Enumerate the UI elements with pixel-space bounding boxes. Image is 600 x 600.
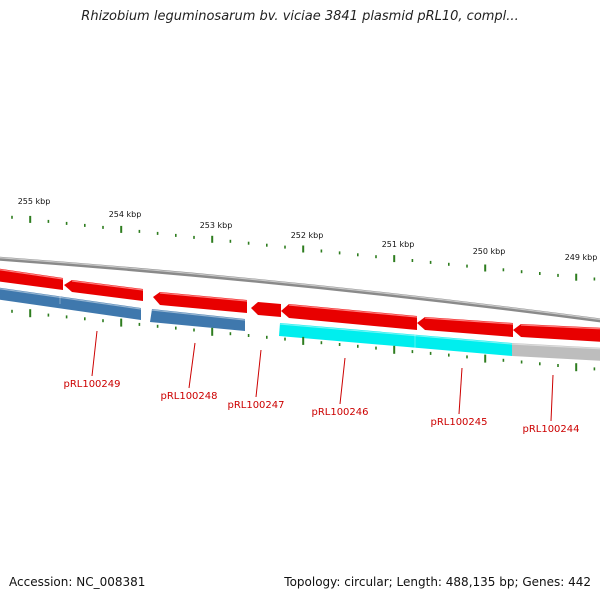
forward-gene-5[interactable] xyxy=(281,304,417,330)
gene-label[interactable]: pRL100246 xyxy=(311,407,368,418)
reverse-gene-2[interactable] xyxy=(150,309,245,331)
inner-tick-marks xyxy=(11,309,596,372)
gene-label[interactable]: pRL100245 xyxy=(430,417,487,428)
scale-tick-marks xyxy=(11,215,596,281)
backbone-ring xyxy=(0,256,600,323)
reverse-gene-track xyxy=(0,287,600,361)
scale-label: 251 kbp xyxy=(382,240,415,249)
scale-label: 255 kbp xyxy=(18,197,51,206)
scale-label: 250 kbp xyxy=(473,247,506,256)
reverse-gene-1[interactable] xyxy=(0,287,141,320)
scale-labels: 255 kbp 254 kbp 253 kbp 252 kbp 251 kbp … xyxy=(18,197,598,262)
gene-label[interactable]: pRL100249 xyxy=(63,379,120,390)
scale-label: 252 kbp xyxy=(291,231,324,240)
gene-label[interactable]: pRL100248 xyxy=(160,391,217,402)
forward-gene-3[interactable] xyxy=(153,292,247,313)
reverse-gene-3[interactable] xyxy=(279,323,512,356)
gene-label[interactable]: pRL100247 xyxy=(227,400,284,411)
genome-stats-text: Topology: circular; Length: 488,135 bp; … xyxy=(284,575,591,589)
forward-gene-6[interactable] xyxy=(417,317,513,337)
accession-text: Accession: NC_008381 xyxy=(9,575,146,589)
scale-label: 249 kbp xyxy=(565,253,598,262)
gene-label[interactable]: pRL100244 xyxy=(522,424,579,435)
scale-label: 254 kbp xyxy=(109,210,142,219)
forward-gene-track xyxy=(0,268,600,342)
forward-gene-7[interactable] xyxy=(513,324,600,342)
forward-gene-1[interactable] xyxy=(0,268,63,290)
map-title: Rhizobium leguminosarum bv. viciae 3841 … xyxy=(81,9,519,24)
gene-leader-lines xyxy=(91,330,554,422)
reverse-gene-4[interactable] xyxy=(512,343,600,361)
forward-gene-4[interactable] xyxy=(251,302,281,317)
gene-labels: pRL100249 pRL100248 pRL100247 pRL100246 … xyxy=(63,379,579,435)
forward-gene-2[interactable] xyxy=(64,280,143,301)
scale-label: 253 kbp xyxy=(200,221,233,230)
backbone-ring-highlight xyxy=(0,257,600,320)
